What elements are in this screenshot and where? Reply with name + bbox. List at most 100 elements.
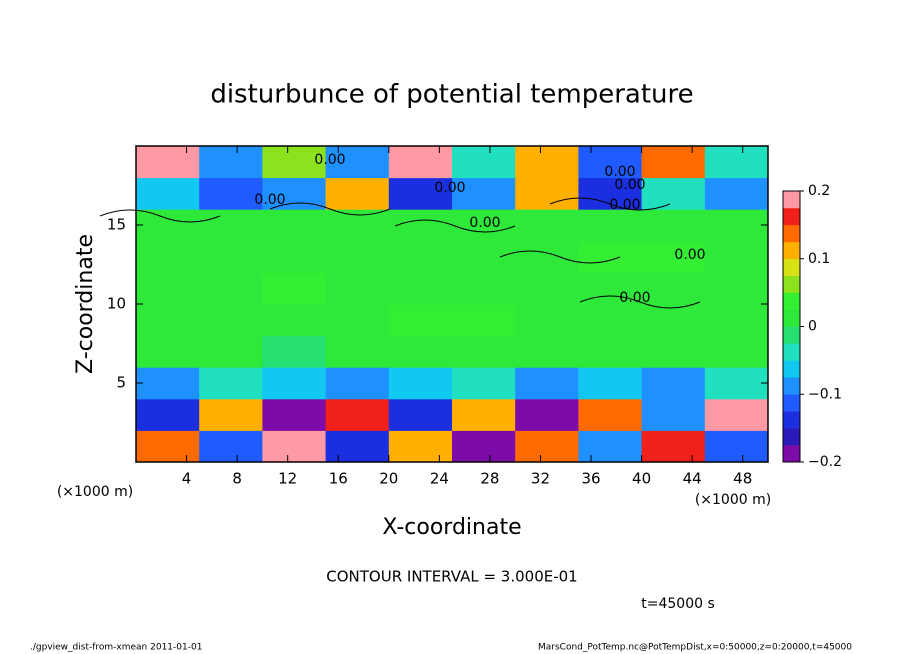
y-tick-label: 10 xyxy=(107,295,126,313)
heat-cell xyxy=(641,177,706,210)
heat-cell xyxy=(325,304,390,337)
heat-cell xyxy=(388,367,453,400)
contour-label: 0.00 xyxy=(614,177,645,193)
x-tick-label: 12 xyxy=(278,470,297,488)
contour-line xyxy=(499,250,621,264)
heat-cell xyxy=(325,272,390,305)
heat-cell xyxy=(199,304,263,337)
heat-cell xyxy=(199,430,263,463)
heat-cell xyxy=(262,430,327,463)
x-tick-label: 24 xyxy=(430,470,449,488)
heat-cell xyxy=(325,209,390,242)
contour-label: 0.00 xyxy=(469,215,500,231)
heat-cell xyxy=(325,430,390,463)
heat-cell xyxy=(136,367,200,400)
colorbar-band xyxy=(783,445,800,463)
colorbar-tick-label: 0 xyxy=(808,319,817,335)
x-tick-label: 36 xyxy=(581,470,600,488)
colorbar-band xyxy=(783,191,800,209)
y-tick-label: 15 xyxy=(107,216,126,234)
footer-right: MarsCond_PotTemp.nc@PotTempDist,x=0:5000… xyxy=(538,643,852,653)
heat-cell xyxy=(452,304,516,337)
heat-cell xyxy=(515,177,579,210)
heat-cell xyxy=(515,272,579,305)
heat-cell xyxy=(388,272,453,305)
heat-cell xyxy=(325,240,390,273)
contour-interval: CONTOUR INTERVAL = 3.000E-01 xyxy=(326,568,577,586)
colorbar-band xyxy=(783,360,800,378)
footer-left: ./gpview_dist-from-xmean 2011-01-01 xyxy=(30,643,202,653)
heat-cell xyxy=(136,272,200,305)
heat-cell xyxy=(515,209,579,242)
colorbar-band xyxy=(783,258,800,276)
heat-cell xyxy=(641,304,706,337)
contour-line xyxy=(579,295,701,309)
heat-cell xyxy=(325,335,390,368)
contour-label: 0.00 xyxy=(314,152,345,168)
heat-cell xyxy=(704,430,769,463)
heat-cell xyxy=(199,240,263,273)
colorbar-band xyxy=(783,411,800,429)
contour-label: 0.00 xyxy=(434,180,465,196)
x-unit: (×1000 m) xyxy=(695,492,771,508)
heat-cell xyxy=(136,304,200,337)
heat-cell xyxy=(388,177,453,210)
heat-cell xyxy=(136,177,200,210)
heat-cell xyxy=(325,398,390,431)
heat-cell xyxy=(641,146,706,179)
colorbar-band xyxy=(783,241,800,260)
heat-cell xyxy=(388,430,453,463)
heat-cell xyxy=(325,177,390,210)
chart-title: disturbunce of potential temperature xyxy=(210,80,693,110)
heat-cell xyxy=(388,240,453,273)
colorbar-band xyxy=(783,224,800,243)
x-tick-label: 4 xyxy=(182,470,192,488)
x-tick-label: 48 xyxy=(733,470,752,488)
heat-cell xyxy=(199,146,263,179)
contour-label: 0.00 xyxy=(609,197,640,213)
heat-cell xyxy=(199,209,263,242)
heat-cell xyxy=(136,209,200,242)
contour-line xyxy=(549,197,671,211)
heat-cell xyxy=(641,430,706,463)
heat-cell xyxy=(641,240,706,273)
x-tick-label: 40 xyxy=(632,470,651,488)
heat-cell xyxy=(704,367,769,400)
heat-cell xyxy=(262,209,327,242)
heat-cell xyxy=(515,146,579,179)
heat-cell xyxy=(388,304,453,337)
heat-cell xyxy=(136,146,200,179)
heat-cell xyxy=(641,335,706,368)
colorbar-tick-label: −0.1 xyxy=(808,386,842,402)
colorbar-band xyxy=(783,275,800,293)
contour-line xyxy=(99,209,221,223)
heat-cell xyxy=(199,272,263,305)
heat-cell xyxy=(704,398,769,431)
heat-cell xyxy=(578,146,643,179)
heat-cell xyxy=(452,177,516,210)
heat-cell xyxy=(578,209,643,242)
colorbar-tick-label: 0.1 xyxy=(808,251,830,267)
x-tick-label: 16 xyxy=(329,470,348,488)
heat-cell xyxy=(452,272,516,305)
colorbar-band xyxy=(783,292,800,310)
heat-cell xyxy=(136,430,200,463)
heat-cell xyxy=(704,209,769,242)
heat-cell xyxy=(452,398,516,431)
heat-cell xyxy=(452,146,516,179)
heat-cell xyxy=(136,240,200,273)
x-tick-label: 44 xyxy=(683,470,702,488)
heat-cell xyxy=(578,335,643,368)
x-tick-label: 32 xyxy=(531,470,550,488)
heat-cell xyxy=(262,272,327,305)
heat-cell xyxy=(452,367,516,400)
colorbar-band xyxy=(783,343,800,361)
x-tick-label: 20 xyxy=(379,470,398,488)
heat-cell xyxy=(641,209,706,242)
heat-cell xyxy=(704,177,769,210)
heat-cell xyxy=(325,367,390,400)
heat-cell xyxy=(704,240,769,273)
heat-cell xyxy=(578,367,643,400)
heat-cell xyxy=(452,209,516,242)
heat-cell xyxy=(199,335,263,368)
